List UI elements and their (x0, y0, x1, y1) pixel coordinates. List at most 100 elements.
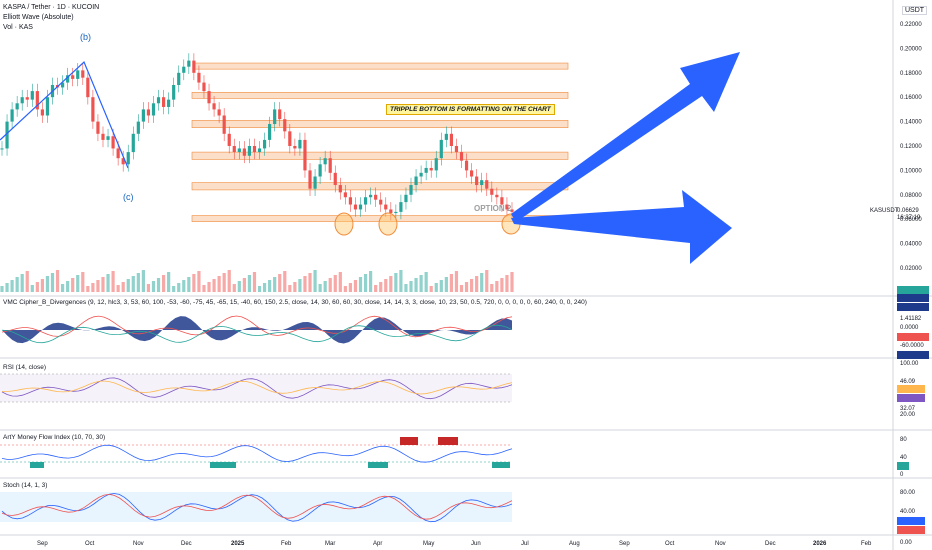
volume-bar (242, 278, 246, 292)
option-label: OPTION 2 (474, 204, 512, 213)
candle-body (328, 158, 332, 173)
arrow-right (511, 190, 732, 264)
price-tick-label: 0.22000 (900, 22, 922, 28)
volume-bar (429, 286, 433, 292)
candle-body (369, 194, 373, 198)
candle-body (475, 176, 479, 186)
volume-bar (414, 278, 418, 292)
candle-body (434, 158, 438, 171)
rsi-tag-bg (897, 385, 925, 393)
candle-body (505, 204, 509, 210)
stoch-tag-bg2 (897, 526, 925, 534)
candle-body (394, 211, 398, 214)
time-tick-label: Feb (861, 541, 872, 547)
mfi-tick-label: 0 (900, 472, 904, 478)
time-tick-label: May (423, 541, 434, 547)
candle-body (414, 176, 418, 186)
indicator-rsi-label[interactable]: RSI (14, close) (3, 364, 46, 371)
candle-body (66, 75, 70, 83)
volume-bar (262, 283, 267, 292)
candle-body (86, 77, 90, 98)
indicator-stoch-label[interactable]: Stoch (14, 1, 3) (3, 482, 48, 489)
volume-bar (151, 281, 156, 292)
vmc-tag-bg-4 (897, 333, 929, 341)
volume-bar (76, 275, 80, 292)
time-tick-label: Dec (765, 541, 776, 547)
candle-body (338, 185, 342, 193)
candle-body (464, 160, 469, 171)
candle-body (146, 109, 151, 116)
volume-bar (60, 284, 65, 292)
volume-bar (86, 286, 90, 292)
volume-bar (161, 275, 166, 292)
candle-body (444, 133, 448, 140)
volume-bar (0, 286, 4, 292)
volume-bar (71, 278, 75, 292)
candle-body (298, 139, 302, 149)
resistance-zones (191, 62, 569, 222)
volume-bar (288, 285, 292, 292)
volume-bar (20, 274, 24, 292)
mfi-tick-label: 40 (900, 455, 907, 461)
rsi-ma-line (1, 380, 513, 395)
price-tick-label: 0.06000 (900, 217, 922, 223)
volume-bar (101, 277, 105, 292)
volume-bar (172, 286, 176, 292)
volume-bar (485, 270, 489, 292)
time-tick-label: Jun (471, 541, 481, 547)
volume-bar (424, 272, 428, 292)
time-tick-label: Feb (281, 541, 292, 547)
candle-body (384, 204, 388, 210)
volume-bar (232, 284, 236, 292)
volume-bar (328, 278, 332, 292)
elliott-wave-line (0, 60, 129, 169)
volume-bar (182, 280, 186, 292)
candle-body (141, 109, 145, 122)
candle-body (30, 91, 34, 100)
time-tick-label: Oct (665, 541, 675, 547)
candle-body (91, 97, 95, 122)
volume-bar (177, 283, 181, 292)
volume-bar (404, 284, 408, 292)
volume-bar (15, 277, 19, 292)
time-tick-label: Jul (521, 541, 529, 547)
volume-bar (323, 281, 327, 292)
volume-bar (384, 279, 388, 292)
candle-body (348, 197, 353, 205)
wave-label-c: (c) (123, 192, 134, 202)
stoch-band (0, 492, 512, 522)
volume-bar (217, 276, 221, 292)
candle-body (399, 202, 403, 212)
volume-bar (126, 279, 130, 292)
stoch-tick-label: 40.00 (900, 509, 916, 515)
volume-bar (252, 272, 257, 292)
indicator-vmc-label[interactable]: VMC Cipher_B_Divergences (9, 12, hlc3, 3… (3, 299, 587, 306)
volume-bar (399, 270, 403, 292)
time-tick-label: Oct (85, 541, 95, 547)
volume-bar (363, 274, 368, 292)
vmc-line-green (1, 324, 513, 344)
volume-bar (409, 281, 413, 292)
time-tick-label: 2026 (813, 541, 827, 547)
vmc-line-red (1, 315, 513, 338)
volume-bar (222, 273, 226, 292)
vmc-tag-bg-2 (897, 294, 929, 302)
bottom-circle-2 (378, 212, 398, 236)
volume-bar (273, 277, 277, 292)
vmc-wave-area (2, 316, 512, 344)
stoch-tick-label: 0.00 (900, 540, 912, 546)
stoch-d-line (1, 493, 513, 520)
mfi-overbought-fill (400, 437, 418, 445)
volume-bar (5, 283, 9, 292)
rsi-tick-label: 32.07 (900, 406, 916, 412)
volume-bar (278, 274, 282, 292)
candle-body (212, 103, 216, 110)
volume-bar (91, 283, 95, 292)
price-tick-label: 0.12000 (900, 144, 922, 150)
price-tag-countdown: 16:37:19 (897, 215, 921, 221)
indicator-mfi-label[interactable]: ArtY Money Flow Index (10, 70, 30) (3, 434, 106, 441)
mfi-tick-label: 80 (900, 437, 907, 443)
axis-unit-button[interactable]: USDT (902, 6, 928, 15)
resistance-zone (191, 120, 569, 128)
vmc-tag-bg-3 (897, 303, 929, 311)
